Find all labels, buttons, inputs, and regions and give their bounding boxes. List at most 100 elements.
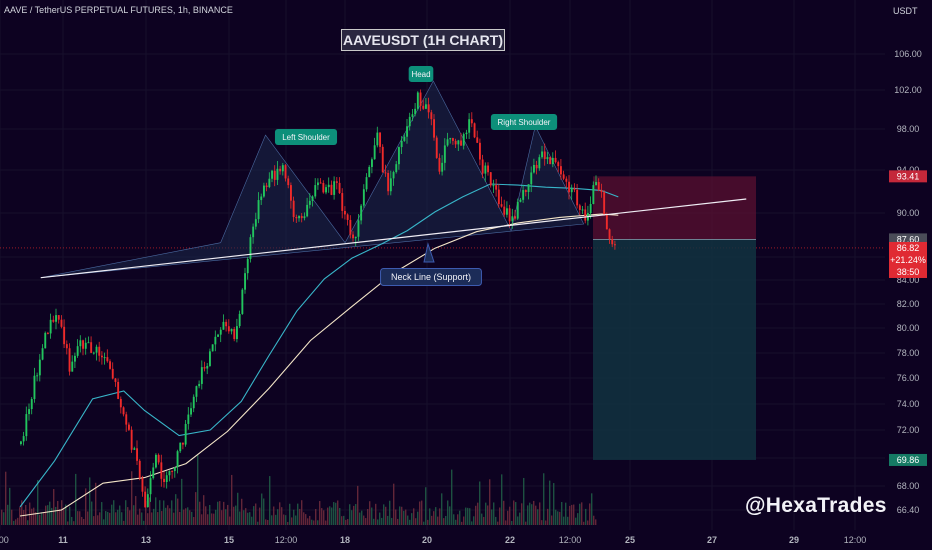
volume-bar <box>249 512 251 525</box>
candle-body <box>306 204 309 217</box>
volume-bar <box>319 501 321 525</box>
volume-bar <box>343 515 345 525</box>
volume-bar <box>503 500 505 525</box>
volume-bar <box>521 503 523 525</box>
volume-bar <box>289 503 291 525</box>
candle-body <box>128 424 130 430</box>
volume-bar <box>123 520 125 525</box>
price-tick: 94.00 <box>897 165 920 175</box>
candle-body <box>265 185 268 188</box>
candle-body <box>514 216 516 219</box>
time-axis[interactable]: 2:00 11 13 15 12:00 18 20 22 12:00 25 27 29 12:00 <box>0 535 866 545</box>
volume-bar <box>245 508 247 525</box>
volume-bar <box>165 507 167 525</box>
candle-body <box>211 344 214 352</box>
volume-bar <box>293 509 295 525</box>
neckline[interactable] <box>40 198 747 279</box>
volume-bar <box>207 514 209 525</box>
volume-bar <box>263 498 265 525</box>
head-label: Head <box>408 66 434 82</box>
moving-averages <box>19 183 619 517</box>
time-tick: 18 <box>340 535 350 545</box>
volume-bar <box>93 516 95 525</box>
candle-body <box>462 134 465 146</box>
candle-body <box>152 467 155 479</box>
candle-body <box>551 157 554 165</box>
candle-body <box>300 216 303 219</box>
volume-bar <box>209 505 211 525</box>
volume-bar <box>379 512 381 525</box>
volume-bar <box>545 520 547 525</box>
candle-body <box>568 181 570 193</box>
volume-bar <box>323 510 325 525</box>
candle-body <box>411 114 414 117</box>
volume-bar <box>541 520 543 525</box>
price-tick: 78.00 <box>897 348 920 358</box>
volume-bar <box>31 508 33 525</box>
volume-bar <box>255 503 257 525</box>
volume-bar <box>155 497 157 525</box>
volume-bar <box>145 500 147 525</box>
volume-bar <box>223 501 225 525</box>
volume-bar <box>365 518 367 525</box>
volume-bar <box>153 508 155 525</box>
left-shoulder-label-text: Left Shoulder <box>282 133 330 142</box>
volume-bar <box>509 506 511 525</box>
volume-bar <box>585 508 587 525</box>
candle-body <box>554 157 557 163</box>
candle-body <box>133 448 136 450</box>
volume-bar <box>113 500 115 525</box>
volume-bar <box>59 509 61 525</box>
candle-body <box>362 189 365 206</box>
candle-body <box>279 168 282 172</box>
volume-bar <box>43 512 45 525</box>
candle-body <box>398 147 400 165</box>
right-shoulder-label: Right Shoulder <box>490 114 558 130</box>
volume-bar <box>387 515 389 525</box>
candle-body <box>298 216 300 219</box>
candle-body <box>171 471 174 473</box>
volume-bar <box>549 480 551 525</box>
time-tick: 29 <box>789 535 799 545</box>
candle-body <box>60 319 63 327</box>
candle-body <box>489 172 492 186</box>
volume-bar <box>307 518 309 525</box>
volume-bar <box>247 512 249 525</box>
candle-body <box>95 346 98 353</box>
candle-body <box>560 166 562 175</box>
volume-bar <box>225 509 227 525</box>
candle-body <box>190 408 192 415</box>
volume-bar <box>501 474 503 525</box>
volume-bar <box>45 505 47 525</box>
candle-body <box>387 172 390 192</box>
candle-body <box>605 214 608 230</box>
volume-bar <box>229 516 231 525</box>
volume-bar <box>485 502 487 525</box>
volume-bar <box>491 509 493 525</box>
volume-bar <box>467 507 469 525</box>
price-tick: 82.00 <box>897 299 920 309</box>
candle-body <box>584 209 587 221</box>
volume-bar <box>479 481 481 525</box>
neckline-label-bg <box>380 268 482 286</box>
volume-bar <box>447 500 449 525</box>
stop-loss-zone <box>593 176 756 240</box>
volume-bar <box>141 512 143 525</box>
volume-bar <box>215 509 217 525</box>
volume-bar <box>35 512 37 525</box>
volume-bar <box>197 455 199 525</box>
head-label-bg <box>408 66 434 82</box>
volume-bar <box>283 514 285 525</box>
volume-bar <box>403 510 405 525</box>
symbol-header[interactable]: AAVE / TetherUS PERPETUAL FUTURES, 1h, B… <box>4 5 233 15</box>
time-tick: 2:00 <box>0 535 9 545</box>
price-axis[interactable]: 106.00102.0098.0094.0090.0086.0084.0082.… <box>889 49 927 515</box>
candle-body <box>160 462 163 479</box>
stop-price-tag-bg <box>889 170 927 183</box>
candle-body <box>106 357 109 362</box>
candle-body <box>314 185 317 197</box>
candle-body <box>473 123 476 138</box>
volume-bar <box>33 507 35 525</box>
volume-bar <box>51 507 53 525</box>
